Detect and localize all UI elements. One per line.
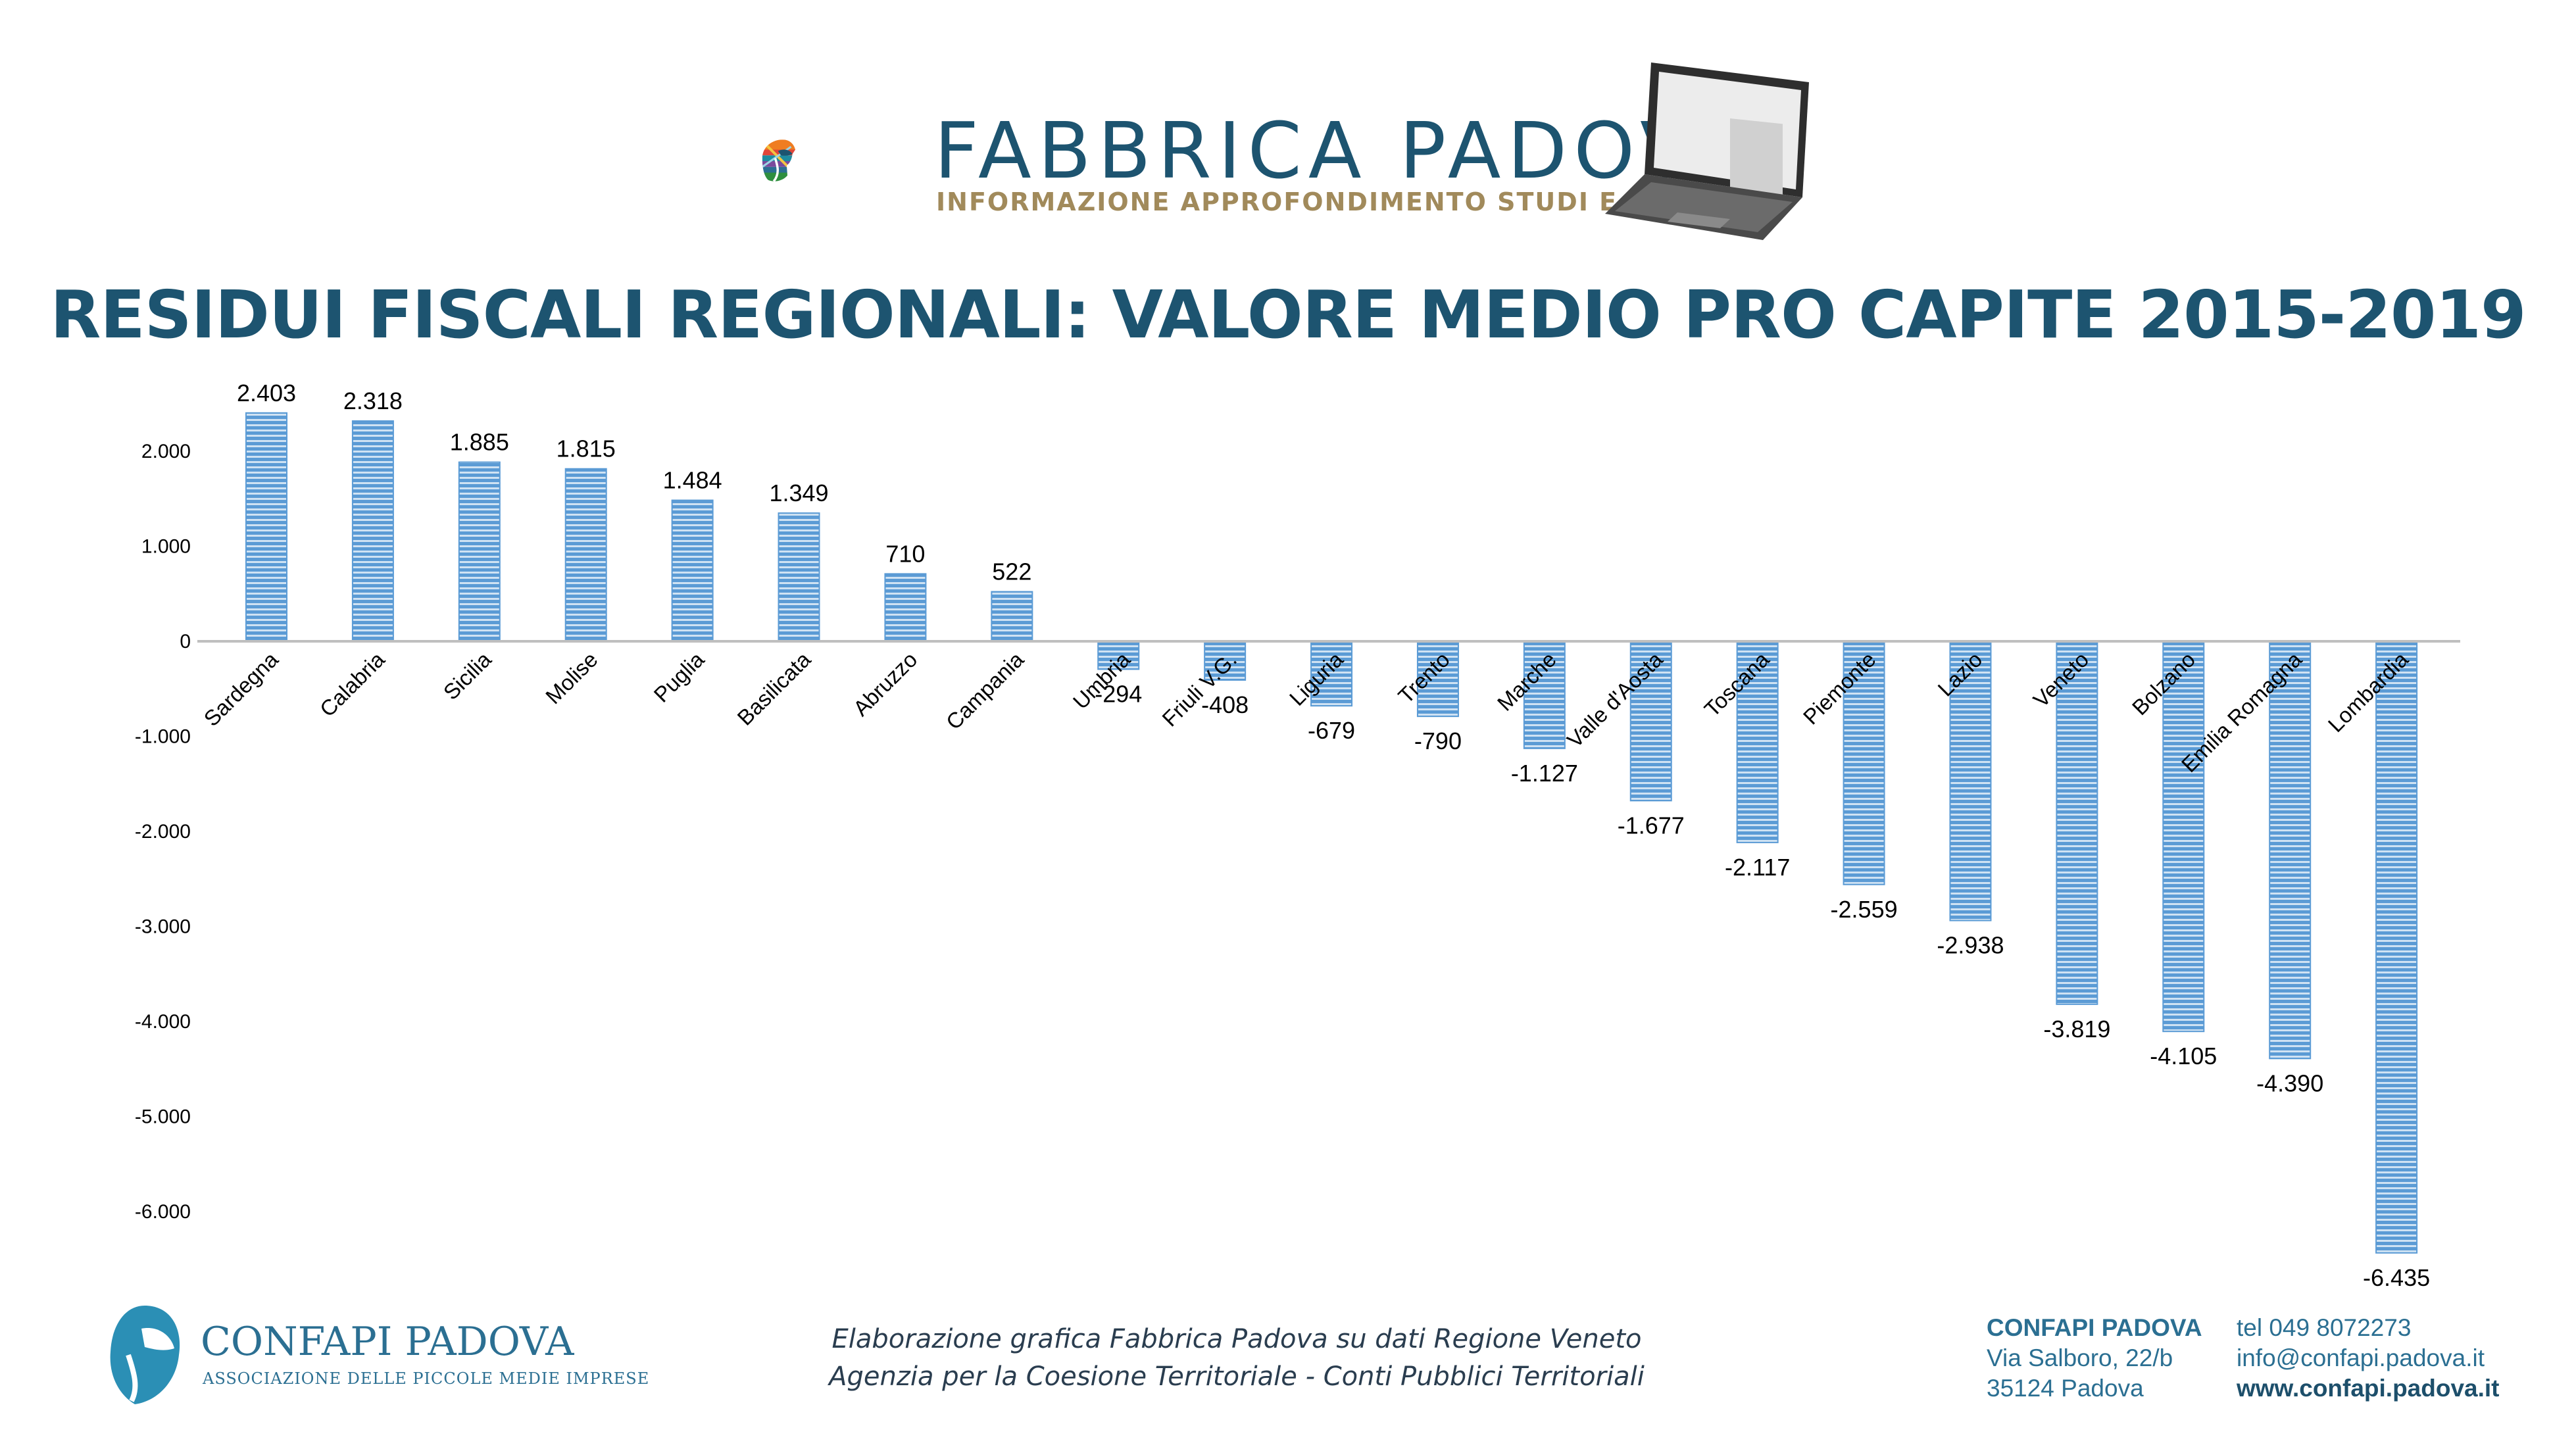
bar-value-label: 2.403 [237, 380, 296, 406]
bar-sicilia [458, 461, 501, 642]
bar-value-label: -2.938 [1937, 932, 2004, 959]
bar-value-label: -294 [1095, 680, 1142, 707]
bar-value-label: -4.390 [2256, 1069, 2323, 1096]
bar-value-label: -1.677 [1618, 812, 1685, 839]
bar-lombardia [2375, 641, 2418, 1254]
y-tick-label: -3.000 [135, 916, 191, 938]
brand-name: FABBRICA PADOVA [934, 105, 1754, 196]
contact-phone[interactable]: tel 049 8072273 [2237, 1314, 2412, 1341]
bar-molise [564, 468, 607, 642]
category-label: Friuli V.G. [1157, 647, 1241, 731]
bar-bolzano [2162, 641, 2205, 1033]
bar-value-label: -4.105 [2150, 1043, 2217, 1069]
bar-value-label: 1.484 [663, 467, 722, 494]
bar-value-label: -3.819 [2043, 1016, 2110, 1043]
confapi-subtitle: ASSOCIAZIONE DELLE PICCOLE MEDIE IMPRESE [203, 1369, 650, 1388]
fabbrica-padova-lion-logo [762, 139, 796, 182]
y-tick-label: -5.000 [135, 1106, 191, 1128]
contact-organization: CONFAPI PADOVA [1987, 1314, 2202, 1341]
bar-value-label: -790 [1414, 727, 1462, 754]
bar-value-label: 2.318 [343, 387, 403, 414]
y-tick-label: 1.000 [141, 536, 191, 558]
bar-campania [991, 591, 1033, 642]
y-tick-label: 0 [180, 631, 191, 652]
bar-liguria [1310, 641, 1353, 707]
bar-value-label: -2.117 [1725, 854, 1790, 881]
bar-emilia-romagna [2269, 641, 2312, 1060]
bar-marche [1523, 641, 1566, 749]
confapi-lion-logo [110, 1306, 180, 1404]
bar-value-label: -1.127 [1511, 760, 1578, 787]
bar-value-label: -408 [1201, 691, 1249, 718]
contact-street: Via Salboro, 22/b [1987, 1344, 2173, 1371]
category-label: Puglia [649, 647, 709, 706]
bar-basilicata [778, 512, 820, 643]
bar-value-label: -679 [1308, 717, 1355, 744]
contact-email[interactable]: info@confapi.padova.it [2237, 1344, 2485, 1371]
contact-city: 35124 Padova [1987, 1375, 2144, 1402]
category-label: Basilicata [732, 647, 815, 729]
bar-puglia [671, 499, 714, 643]
y-tick-label: -6.000 [135, 1201, 191, 1223]
bar-value-label: 710 [885, 540, 925, 567]
y-tick-label: -1.000 [135, 726, 191, 748]
bar-value-label: 522 [992, 558, 1031, 585]
category-label: Sicilia [439, 647, 497, 704]
bar-abruzzo [884, 573, 927, 643]
bar-sardegna [245, 412, 287, 642]
category-label: Sardegna [199, 647, 284, 731]
category-label: Abruzzo [849, 647, 922, 721]
bar-value-label: 1.815 [557, 435, 616, 462]
category-label: Molise [541, 647, 603, 709]
bar-calabria [351, 420, 394, 642]
bar-value-label: -2.559 [1831, 896, 1898, 923]
y-tick-label: -4.000 [135, 1011, 191, 1033]
bar-trento [1416, 641, 1459, 718]
page-title: RESIDUI FISCALI REGIONALI: VALORE MEDIO … [50, 276, 2526, 353]
bar-piemonte [1843, 641, 1885, 885]
confapi-name: CONFAPI PADOVA [201, 1319, 574, 1365]
category-label: Campania [941, 647, 1029, 734]
bar-value-label: -6.435 [2363, 1264, 2430, 1291]
laptop-icon [1605, 62, 1809, 240]
source-line-2: Agenzia per la Coesione Territoriale - C… [829, 1362, 1645, 1392]
bar-toscana [1736, 641, 1779, 843]
y-tick-label: 2.000 [141, 441, 191, 462]
y-tick-label: -2.000 [135, 821, 191, 843]
bar-lazio [1949, 641, 1992, 921]
contact-website[interactable]: www.confapi.padova.it [2237, 1375, 2500, 1402]
bar-veneto [2056, 641, 2098, 1005]
category-label: Calabria [315, 647, 390, 722]
bar-value-label: 1.885 [450, 429, 509, 456]
source-line-1: Elaborazione grafica Fabbrica Padova su … [831, 1324, 1642, 1354]
bar-value-label: 1.349 [769, 479, 828, 506]
